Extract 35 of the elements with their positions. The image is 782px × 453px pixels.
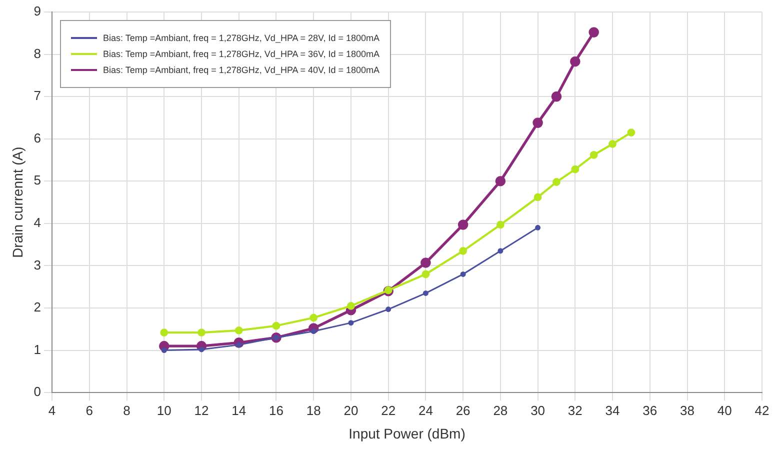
x-axis-title: Input Power (dBm) bbox=[348, 425, 466, 442]
x-tick-label: 4 bbox=[48, 402, 56, 418]
x-tick-label: 20 bbox=[344, 402, 358, 418]
y-tick-label: 3 bbox=[34, 257, 42, 272]
legend-label: Bias: Temp =Ambiant, freq = 1,278GHz, Vd_HPA = 28V, Id = 1800mA bbox=[103, 33, 380, 43]
x-tick-label: 14 bbox=[232, 402, 246, 418]
y-tick-label: 0 bbox=[34, 384, 42, 400]
y-tick-label: 5 bbox=[34, 172, 42, 188]
legend-label: Bias: Temp =Ambiant, freq = 1,278GHz, Vd_HPA = 36V, Id = 1800mA bbox=[103, 49, 380, 59]
x-tick-label: 22 bbox=[381, 402, 396, 418]
y-tick-label: 2 bbox=[34, 300, 42, 315]
x-tick-label: 26 bbox=[456, 402, 470, 418]
y-tick-label: 8 bbox=[34, 46, 42, 61]
x-tick-label: 38 bbox=[680, 402, 694, 418]
x-tick-label: 10 bbox=[156, 402, 172, 418]
x-tick-label: 36 bbox=[642, 402, 658, 418]
x-tick-label: 18 bbox=[306, 402, 321, 418]
x-tick-label: 32 bbox=[568, 402, 582, 418]
y-tick-label: 4 bbox=[34, 215, 42, 230]
y-axis-title: Drain currennt (A) bbox=[9, 146, 26, 258]
y-tick-label: 9 bbox=[34, 4, 42, 19]
x-tick-label: 40 bbox=[717, 402, 732, 418]
legend-label: Bias: Temp =Ambiant, freq = 1,278GHz, Vd_HPA = 40V, Id = 1800mA bbox=[103, 65, 380, 75]
y-tick-label: 7 bbox=[34, 88, 42, 104]
x-tick-label: 8 bbox=[123, 402, 130, 418]
x-tick-label: 16 bbox=[268, 402, 284, 418]
x-tick-label: 28 bbox=[493, 402, 508, 418]
x-tick-label: 30 bbox=[530, 402, 546, 418]
x-tick-label: 34 bbox=[605, 402, 620, 418]
x-tick-label: 24 bbox=[418, 402, 433, 418]
x-tick-label: 6 bbox=[86, 402, 94, 418]
x-tick-label: 12 bbox=[194, 402, 209, 418]
x-tick-label: 42 bbox=[754, 402, 770, 418]
y-tick-label: 6 bbox=[34, 130, 42, 146]
y-tick-label: 1 bbox=[34, 342, 42, 357]
